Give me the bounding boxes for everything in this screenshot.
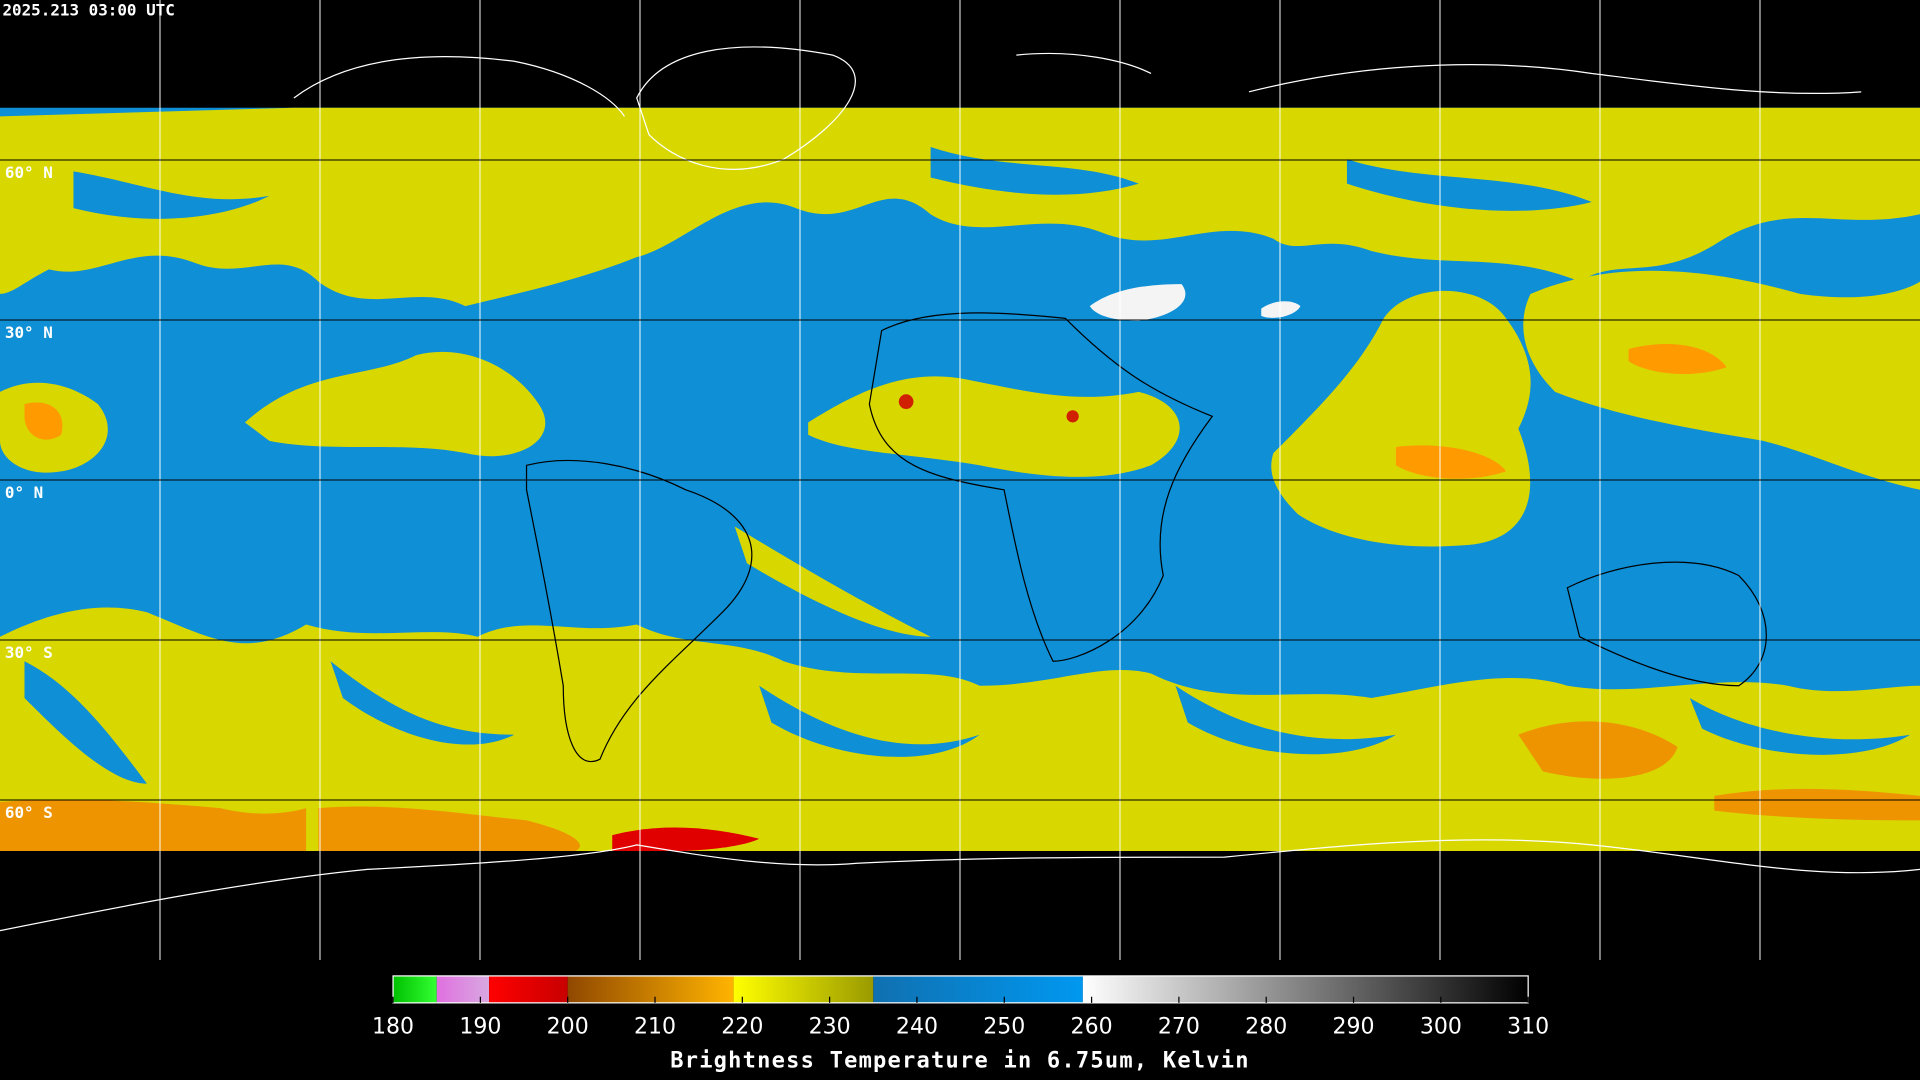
colorbar-tick-label: 180 (372, 1014, 414, 1039)
colorbar-tick-label: 200 (547, 1014, 589, 1039)
colorbar-segment (489, 975, 568, 1003)
colorbar-segment (393, 975, 437, 1003)
dry-swirl (24, 661, 147, 784)
greenland (636, 46, 856, 170)
colorbar-tick-label: 260 (1071, 1014, 1113, 1039)
colorbar-segment (873, 975, 1083, 1003)
cold-tops (24, 402, 63, 440)
colorbar-tick-label: 190 (459, 1014, 501, 1039)
convection (1271, 290, 1531, 547)
arctic-coast (1248, 64, 1862, 95)
latitude-label: 30° N (5, 323, 53, 342)
latitude-label: 30° S (5, 643, 53, 662)
colorbar-tick-label: 280 (1245, 1014, 1287, 1039)
colorbar-tick-label: 300 (1420, 1014, 1462, 1039)
latitude-label: 60° N (5, 163, 53, 182)
arctic-coast (293, 56, 625, 117)
colorbar-tick-label: 270 (1158, 1014, 1200, 1039)
colorbar-segment (436, 975, 490, 1003)
cold-band (1518, 721, 1678, 779)
cold-band (1714, 788, 1920, 821)
colorbar: Brightness Temperature in 6.75um, Kelvin… (372, 975, 1549, 1074)
dry-swirl (1175, 685, 1396, 755)
latitude-label: 60° S (5, 803, 53, 822)
colorbar-frame (392, 975, 1529, 1004)
very-dry (1089, 284, 1186, 321)
africa (868, 312, 1214, 662)
dry-swirl (1346, 159, 1592, 211)
latitude-label: 0° N (5, 483, 43, 502)
graticule (0, 0, 1920, 960)
arctic-coast (1016, 52, 1152, 75)
cold-band (0, 799, 307, 852)
cold-core (898, 394, 914, 409)
colorbar-tick-label: 310 (1507, 1014, 1549, 1039)
dry-swirl (1689, 697, 1911, 755)
dry-swirl (330, 661, 515, 745)
south-america (525, 459, 753, 762)
cold-tops (1628, 344, 1727, 375)
very-dry (1261, 301, 1301, 318)
colorbar-segment (733, 975, 874, 1003)
colorbar-title: Brightness Temperature in 6.75um, Kelvin (670, 1049, 1250, 1074)
latitude-labels: 60° N 30° N 0° N 30° S 60° S (5, 163, 53, 822)
dry-swirl (759, 685, 980, 757)
colorbar-tick-label: 290 (1333, 1014, 1375, 1039)
colorbar-segment (1082, 975, 1529, 1003)
colorbar-tick-label: 230 (809, 1014, 851, 1039)
dry-swirl (930, 146, 1139, 195)
very-cold (612, 827, 760, 852)
timestamp: 2025.213 03:00 UTC (2, 1, 174, 20)
dry-swirl (73, 171, 270, 219)
convection (1523, 270, 1920, 490)
cold-tops (1395, 445, 1507, 479)
antarctica (0, 839, 1920, 932)
cold-core (1066, 410, 1079, 423)
colorbar-tick-label: 250 (983, 1014, 1025, 1039)
cold-band (318, 806, 580, 852)
colorbar-tick-label: 240 (896, 1014, 938, 1039)
colorbar-segment (567, 975, 734, 1003)
coastlines (0, 46, 1920, 932)
colorbar-tick-label: 210 (634, 1014, 676, 1039)
colorbar-tick-label: 220 (721, 1014, 763, 1039)
